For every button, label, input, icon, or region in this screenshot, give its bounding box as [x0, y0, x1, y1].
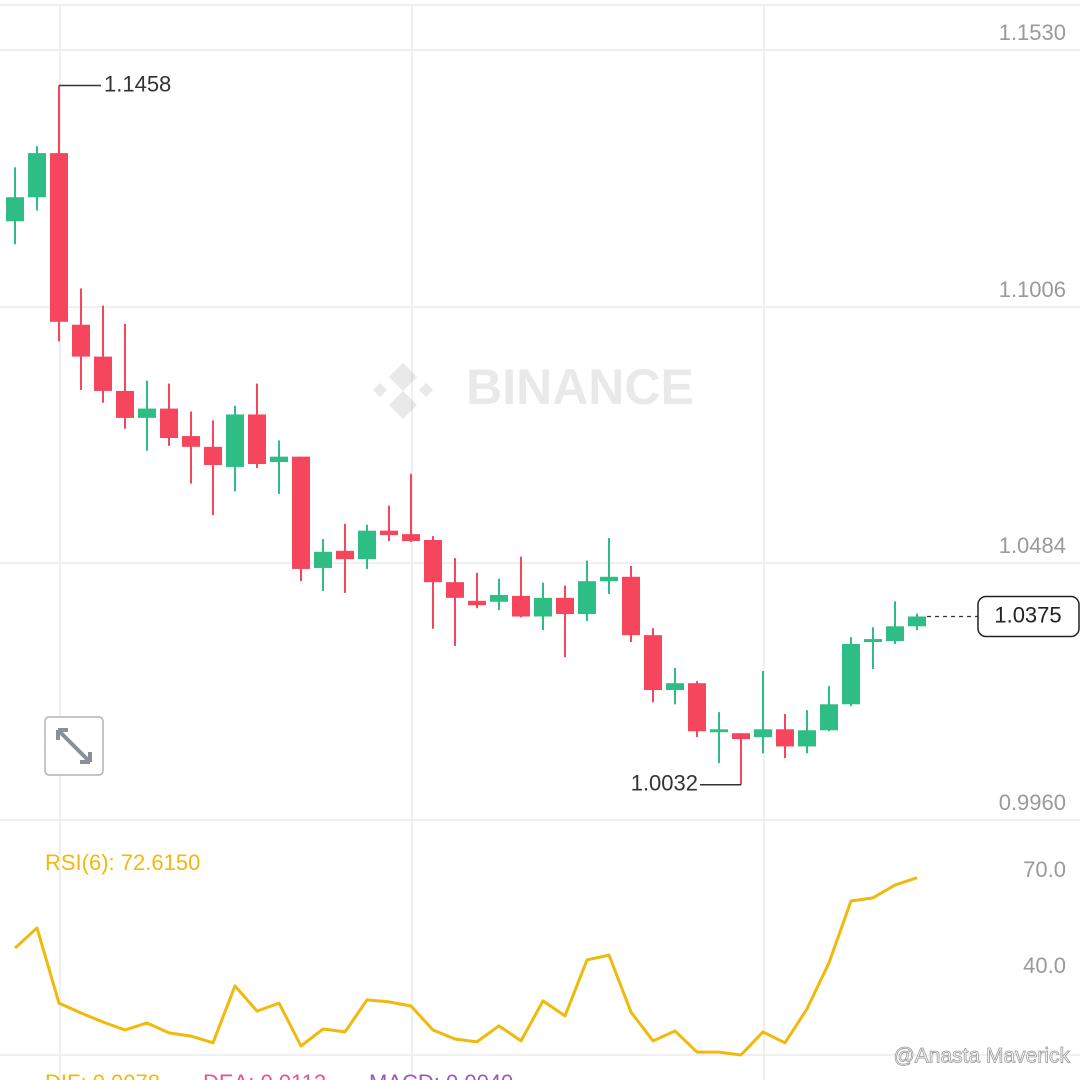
- candle-body: [556, 597, 574, 615]
- candle-body: [336, 550, 354, 560]
- candle-body: [908, 616, 926, 627]
- candle-body: [94, 356, 112, 391]
- candle-body: [424, 540, 442, 583]
- candle-body: [666, 683, 684, 691]
- macd-dif: DIF: 0.0078: [45, 1070, 160, 1080]
- candle-body: [578, 581, 596, 615]
- candle-body: [600, 576, 618, 582]
- candle-body: [644, 635, 662, 691]
- last-price-box: [977, 595, 1080, 638]
- candle-body: [798, 730, 816, 747]
- candle-body: [358, 530, 376, 560]
- candle-body: [864, 639, 882, 642]
- candle-body: [534, 597, 552, 617]
- last-price-label: 1.0375: [994, 602, 1061, 627]
- candle-body: [490, 594, 508, 602]
- candle-body: [50, 153, 68, 322]
- candle-body: [468, 600, 486, 606]
- candle-body: [710, 729, 728, 733]
- max-label: 1.1458: [104, 71, 171, 96]
- y-tick-label: 1.1006: [999, 277, 1066, 302]
- candle-body: [688, 683, 706, 732]
- rsi-label: RSI(6): 72.6150: [45, 850, 200, 875]
- candle-body: [776, 729, 794, 747]
- watermark-logo: [372, 362, 434, 420]
- candle-body: [820, 704, 838, 731]
- candle-body: [380, 530, 398, 536]
- candle-body: [138, 408, 156, 418]
- candle-body: [248, 414, 266, 464]
- rsi-line: [13, 876, 918, 1057]
- macd-value: MACD: 0.0040: [369, 1070, 513, 1080]
- candle-body: [842, 643, 860, 705]
- candle-body: [754, 729, 772, 738]
- y-tick-label: 70.0: [1023, 857, 1066, 882]
- candle-body: [512, 595, 530, 617]
- y-tick-label: 1.0484: [999, 533, 1066, 558]
- candle-body: [292, 456, 310, 569]
- candle-body: [72, 324, 90, 357]
- y-tick-label: 40.0: [1023, 953, 1066, 978]
- candle-body: [204, 446, 222, 465]
- candle-body: [116, 390, 134, 418]
- candle-body: [402, 534, 420, 541]
- candle-body: [446, 582, 464, 598]
- candle-body: [270, 456, 288, 463]
- candle-body: [886, 626, 904, 642]
- expand-button[interactable]: [44, 716, 104, 776]
- candle-body: [622, 576, 640, 636]
- min-label: 1.0032: [631, 771, 698, 796]
- credit: @Anasta Maverick: [893, 1045, 1070, 1068]
- candle-body: [28, 153, 46, 198]
- candle-body: [160, 408, 178, 439]
- y-tick-label: 0.9960: [999, 790, 1066, 815]
- candle-body: [6, 197, 24, 222]
- y-tick-label: 1.1530: [999, 20, 1066, 45]
- candle-body: [732, 733, 750, 740]
- macd-dea: DEA: 0.0112: [203, 1070, 326, 1080]
- candle-body: [226, 414, 244, 467]
- watermark: BINANCE: [466, 359, 694, 415]
- candle-body: [314, 551, 332, 568]
- candle-body: [182, 436, 200, 447]
